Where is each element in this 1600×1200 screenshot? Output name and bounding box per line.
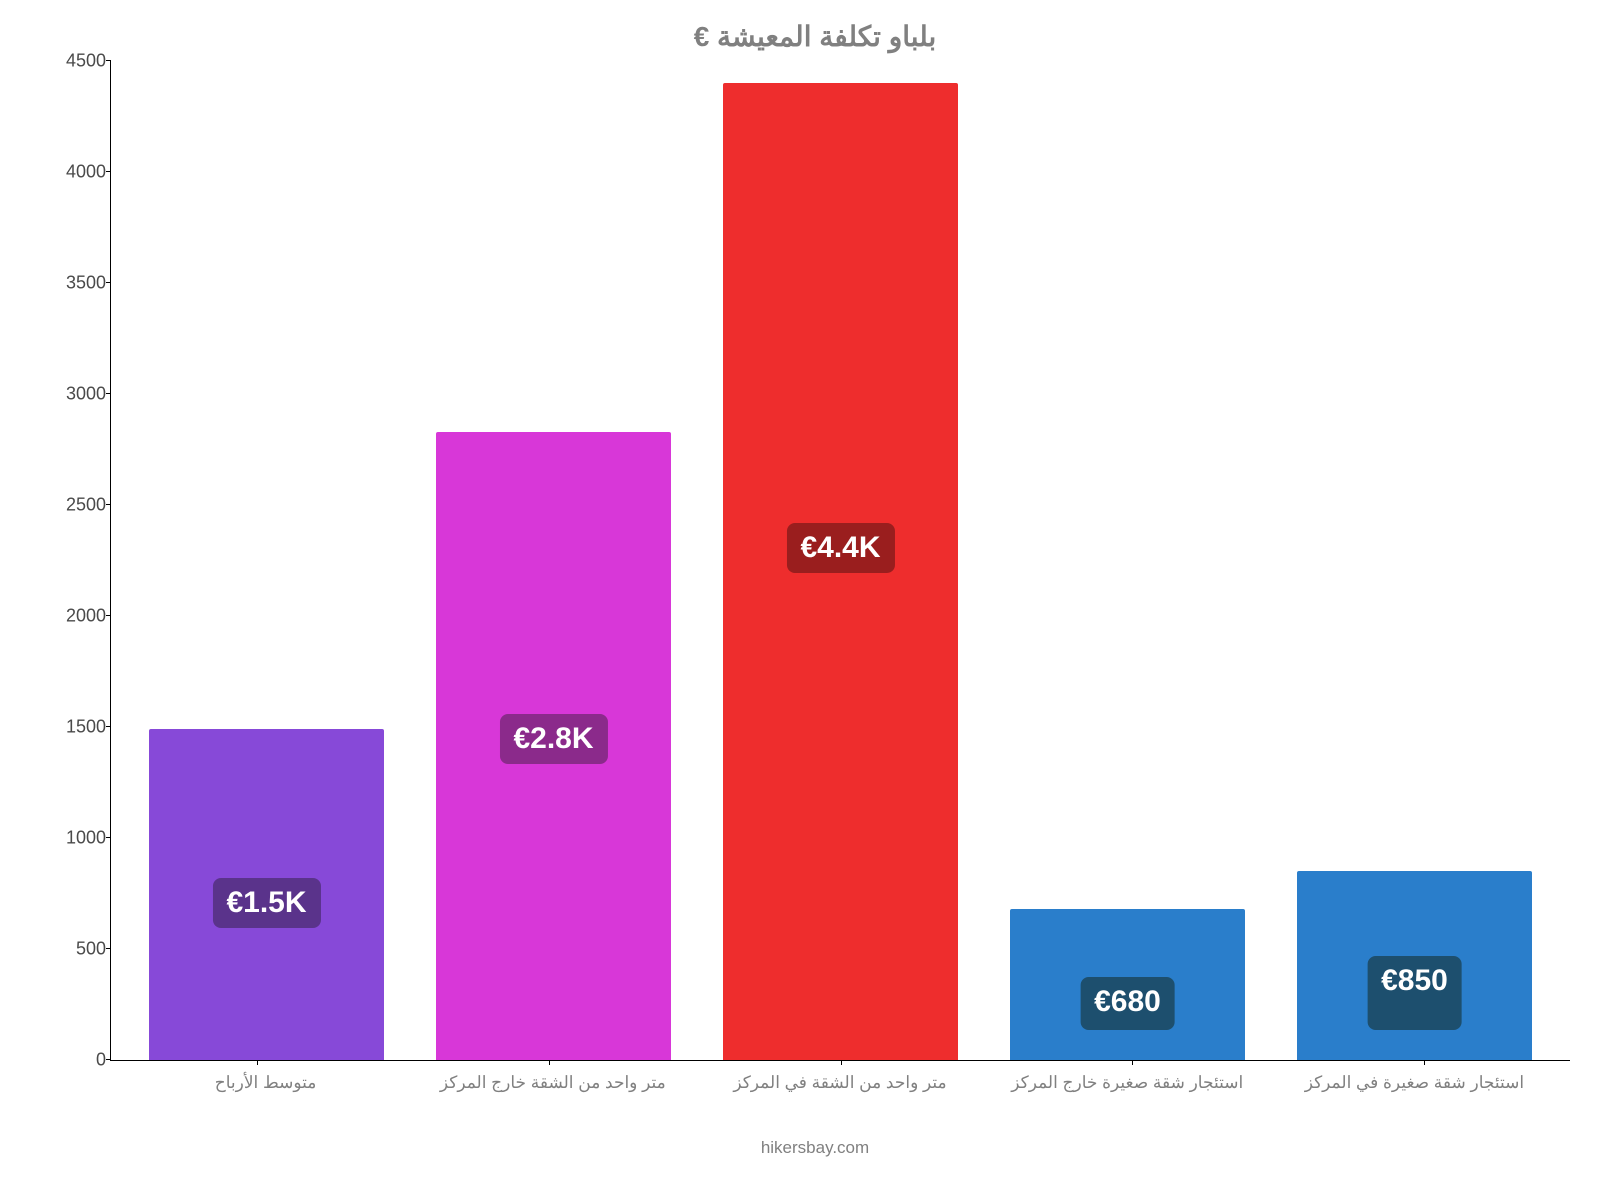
x-tick-mark	[1132, 1060, 1133, 1065]
y-tick-label: 500	[61, 939, 106, 960]
x-axis-label: متر واحد من الشقة في المركز	[696, 1073, 983, 1093]
bar: €2.8K	[436, 432, 671, 1060]
x-axis-label: استئجار شقة صغيرة خارج المركز	[984, 1073, 1271, 1093]
y-tick-label: 0	[61, 1050, 106, 1071]
footer-credit: hikersbay.com	[60, 1138, 1570, 1158]
y-tick-mark	[106, 1059, 111, 1060]
x-axis-label: متر واحد من الشقة خارج المركز	[409, 1073, 696, 1093]
chart-title: بلباو تكلفة المعيشة €	[60, 20, 1570, 53]
y-tick-label: 1500	[61, 717, 106, 738]
bar-slot: €2.8K	[410, 61, 697, 1060]
y-tick-mark	[106, 393, 111, 394]
y-tick-label: 2500	[61, 495, 106, 516]
y-tick-mark	[106, 60, 111, 61]
y-tick-mark	[106, 948, 111, 949]
y-tick-mark	[106, 726, 111, 727]
x-tick-mark	[257, 1060, 258, 1065]
y-tick-label: 2000	[61, 606, 106, 627]
y-tick-label: 3000	[61, 384, 106, 405]
bar-value-badge: €850	[1367, 956, 1462, 1030]
y-tick-mark	[106, 504, 111, 505]
plot-area: €850€680€4.4K€2.8K€1.5K 0500100015002000…	[110, 61, 1570, 1061]
bar-value-badge: €4.4K	[786, 523, 894, 573]
bar: €850	[1297, 871, 1532, 1060]
y-tick-label: 4500	[61, 51, 106, 72]
bar-slot: €4.4K	[697, 61, 984, 1060]
bar: €680	[1010, 909, 1245, 1060]
bar-slot: €1.5K	[123, 61, 410, 1060]
x-tick-mark	[841, 1060, 842, 1065]
y-tick-mark	[106, 837, 111, 838]
x-tick-mark	[549, 1060, 550, 1065]
y-tick-label: 4000	[61, 162, 106, 183]
y-tick-label: 1000	[61, 828, 106, 849]
x-axis-label: متوسط الأرباح	[122, 1073, 409, 1093]
bar-value-badge: €2.8K	[499, 714, 607, 764]
y-tick-mark	[106, 615, 111, 616]
y-tick-mark	[106, 171, 111, 172]
x-axis-label: استئجار شقة صغيرة في المركز	[1271, 1073, 1558, 1093]
bar-value-badge: €680	[1080, 977, 1175, 1030]
bar: €1.5K	[149, 729, 384, 1060]
bars-row: €850 €680 €4.4K €2.8K €1.5K	[111, 61, 1570, 1060]
bar-value-badge: €1.5K	[212, 878, 320, 928]
y-tick-label: 3500	[61, 273, 106, 294]
bar-slot: €680	[984, 61, 1271, 1060]
x-axis-labels: استئجار شقة صغيرة في المركزاستئجار شقة ص…	[110, 1073, 1570, 1093]
x-tick-mark	[1424, 1060, 1425, 1065]
bar-slot: €850	[1271, 61, 1558, 1060]
y-tick-mark	[106, 282, 111, 283]
bar: €4.4K	[723, 83, 958, 1060]
chart-container: بلباو تكلفة المعيشة € €850 €680 €4.4K €2.8K…	[60, 20, 1570, 1180]
